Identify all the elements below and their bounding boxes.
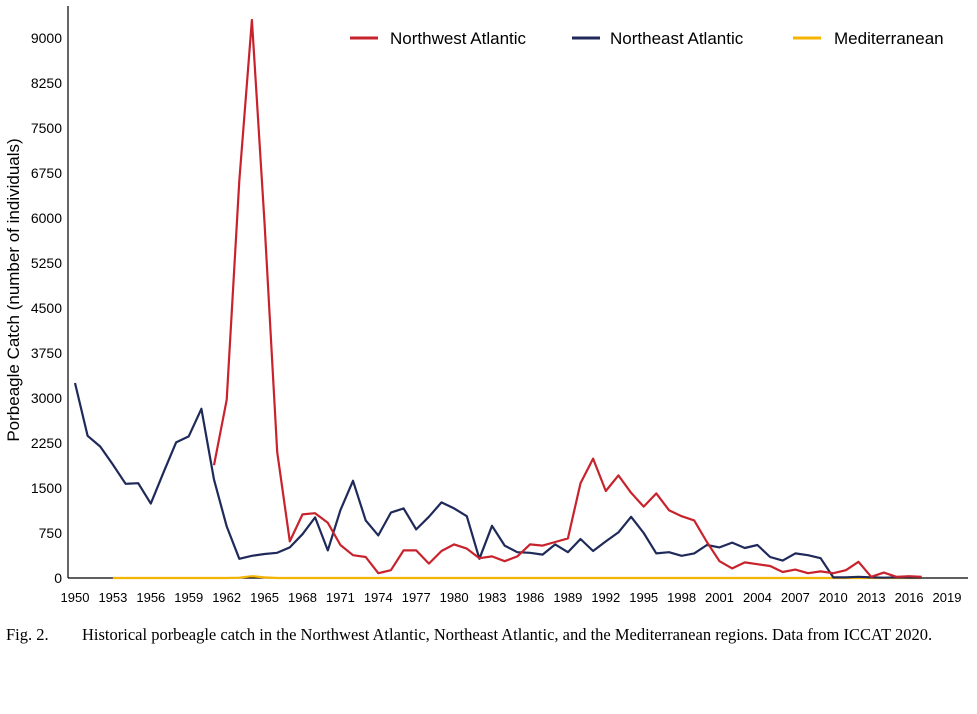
- y-tick-label: 5250: [31, 255, 62, 271]
- series-line-mediterranean: [112, 575, 922, 580]
- figure-caption: Fig. 2. Historical porbeagle catch in th…: [6, 625, 972, 644]
- y-tick-label: 4500: [31, 300, 62, 316]
- caption-label: Fig. 2.: [6, 625, 49, 644]
- x-tick-label: 1989: [553, 590, 582, 605]
- y-tick-label: 750: [39, 525, 63, 541]
- y-tick-labels: 0 750 1500 2250 3000 3750 4500 5250 6000 6750 7500…: [31, 30, 62, 586]
- x-tick-label: 1983: [478, 590, 507, 605]
- y-tick-label: 3000: [31, 390, 62, 406]
- chart-legend: Northwest Atlantic Northeast Atlantic Medi…: [350, 29, 944, 48]
- x-tick-label: 2013: [857, 590, 886, 605]
- y-tick-label: 6000: [31, 210, 62, 226]
- x-tick-label: 1974: [364, 590, 393, 605]
- x-tick-label: 1968: [288, 590, 317, 605]
- x-tick-label: 1956: [136, 590, 165, 605]
- x-tick-label: 1971: [326, 590, 355, 605]
- x-tick-label: 2001: [705, 590, 734, 605]
- y-tick-label: 7500: [31, 120, 62, 136]
- x-tick-label: 1962: [212, 590, 241, 605]
- y-tick-label: 0: [54, 570, 62, 586]
- x-tick-label: 1998: [667, 590, 696, 605]
- x-tick-label: 1965: [250, 590, 279, 605]
- x-tick-label: 1980: [440, 590, 469, 605]
- x-tick-label: 2010: [819, 590, 848, 605]
- legend-entry-label: Northwest Atlantic: [390, 29, 527, 48]
- caption-text: Historical porbeagle catch in the Northw…: [82, 625, 933, 644]
- x-tick-label: 1992: [591, 590, 620, 605]
- x-tick-label: 2004: [743, 590, 772, 605]
- y-tick-label: 6750: [31, 165, 62, 181]
- x-tick-label: 2019: [933, 590, 962, 605]
- x-tick-label: 1977: [402, 590, 431, 605]
- series-lines: [73, 18, 922, 580]
- y-tick-label: 9000: [31, 30, 62, 46]
- x-tick-label: 2016: [895, 590, 924, 605]
- line-chart: 0 750 1500 2250 3000 3750 4500 5250 6000 6750 7500…: [4, 6, 968, 605]
- y-tick-label: 3750: [31, 345, 62, 361]
- x-tick-label: 1995: [629, 590, 658, 605]
- y-tick-label: 1500: [31, 480, 62, 496]
- series-line-northwest-atlantic: [212, 18, 922, 578]
- chart-axes: [67, 6, 968, 579]
- x-tick-label: 1953: [98, 590, 127, 605]
- series-line-northeast-atlantic: [73, 382, 922, 579]
- x-tick-label: 1959: [174, 590, 203, 605]
- y-tick-label: 2250: [31, 435, 62, 451]
- y-axis-label: Porbeagle Catch (number of individuals): [4, 138, 23, 441]
- x-tick-label: 1950: [61, 590, 90, 605]
- x-tick-labels: 1950 1953 1956 1959 1962 1965 1968 1971 1974 1977…: [61, 590, 962, 605]
- x-tick-label: 2007: [781, 590, 810, 605]
- x-tick-label: 1986: [515, 590, 544, 605]
- legend-entry-label: Northeast Atlantic: [610, 29, 744, 48]
- legend-entry-label: Mediterranean: [834, 29, 944, 48]
- y-tick-label: 8250: [31, 75, 62, 91]
